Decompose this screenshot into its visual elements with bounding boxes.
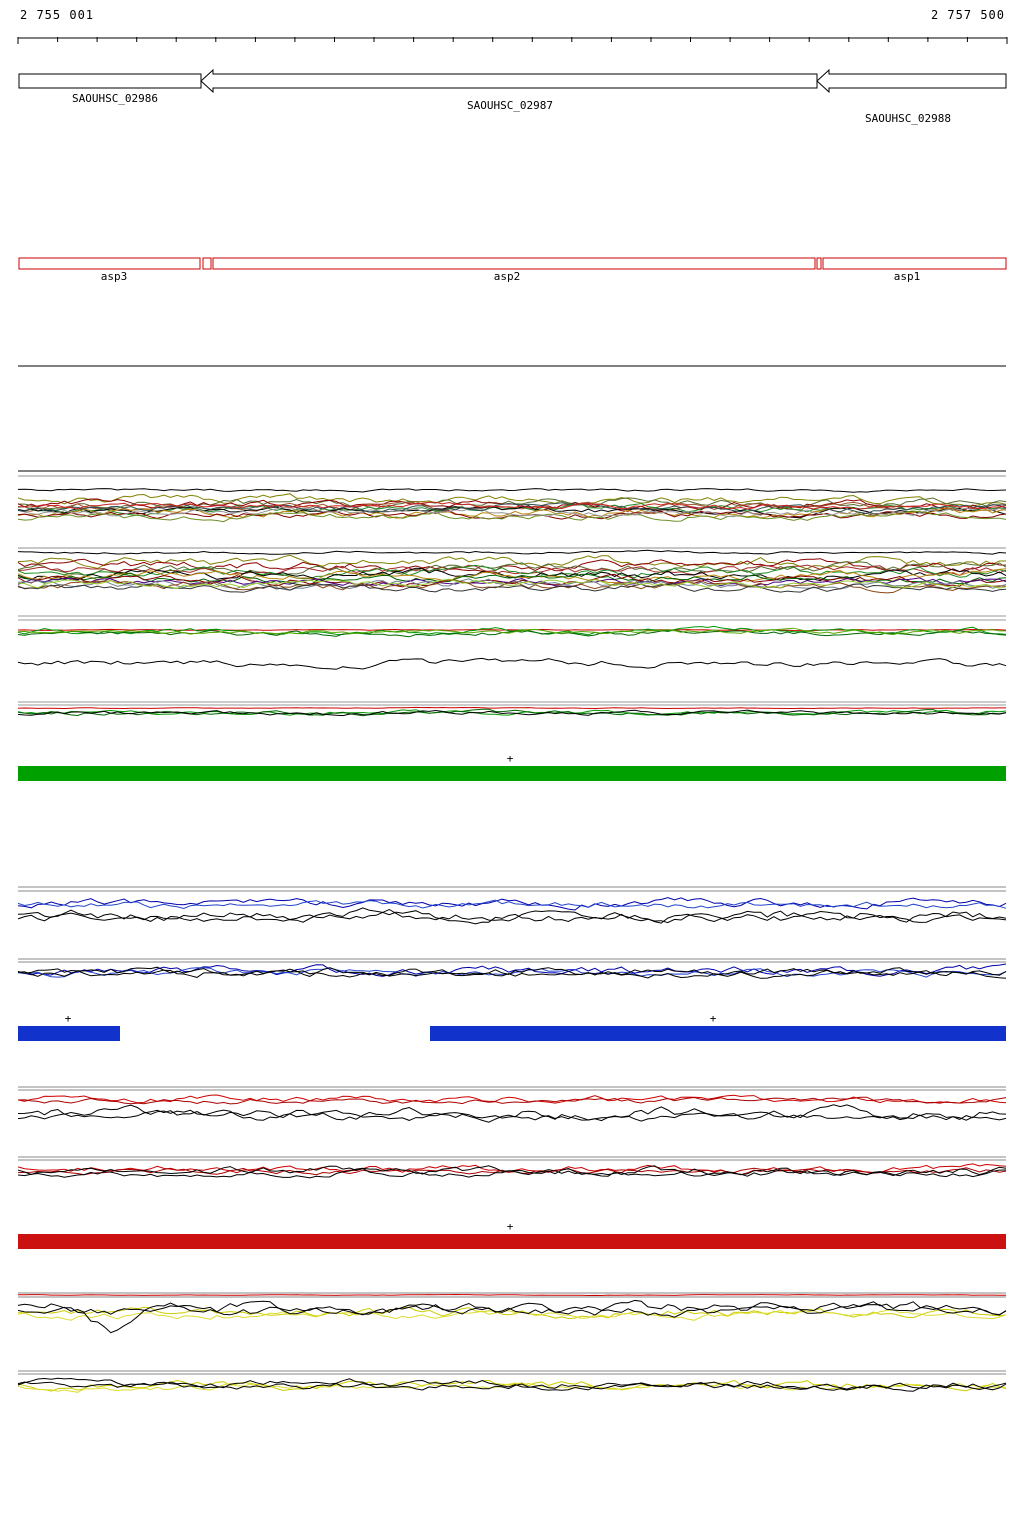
blue-signal-lower-line: [17, 966, 1007, 978]
blue-signal-lower-line: [17, 963, 1007, 977]
gene-label: SAOUHSC_02987: [467, 99, 553, 112]
gene-arrow: [816, 68, 1007, 94]
red-bar: [18, 1234, 1006, 1249]
yellow-signal-upper-line: [17, 1299, 1007, 1334]
yellow-signal-upper-line: [17, 1303, 1007, 1318]
plus-sign: +: [507, 752, 514, 765]
green-signal-upper-line: [17, 625, 1007, 636]
green-signal-lower-line: [17, 709, 1007, 717]
red-signal-upper-line: [17, 1109, 1007, 1122]
yellow-signal-lower-line: [17, 1377, 1007, 1391]
plus-sign: +: [507, 1220, 514, 1233]
expression-dense-upper-line: [17, 501, 1007, 510]
green-signal-lower-line: [17, 706, 1006, 710]
red-signal-lower-line: [17, 1167, 1007, 1179]
plus-sign: +: [65, 1012, 72, 1025]
operon-label: asp2: [494, 270, 521, 283]
expression-dense-upper-line: [17, 507, 1007, 519]
expression-dense-lower-line: [17, 554, 1006, 570]
red-signal-upper-line: [17, 1104, 1007, 1123]
yellow-signal-upper-line: [17, 1306, 1007, 1320]
expression-dense-lower-line: [17, 564, 1007, 580]
gene-arrow: [18, 73, 202, 89]
expression-dense-upper-line: [18, 497, 1007, 512]
operon-box: [822, 257, 1007, 270]
green-signal-upper-line: [17, 629, 1007, 638]
red-signal-lower-line: [17, 1167, 1007, 1176]
gene-label: SAOUHSC_02986: [72, 92, 158, 105]
gene-label: SAOUHSC_02988: [865, 112, 951, 125]
expression-dense-upper-line: [17, 493, 1007, 507]
yellow-signal-lower-line: [17, 1379, 1007, 1392]
blue-signal-upper-line: [17, 899, 1007, 910]
ruler-start-label: 2 755 001: [20, 8, 95, 22]
expression-dense-upper-line: [17, 488, 1007, 493]
gene-arrow: [200, 68, 818, 94]
expression-dense-lower-line: [17, 573, 1007, 588]
yellow-signal-upper-line: [18, 1293, 1006, 1297]
expression-dense-lower-line: [17, 579, 1007, 594]
blue-signal-upper-line: [17, 910, 1007, 925]
operon-box: [816, 257, 822, 270]
blue-signal-lower-line: [17, 967, 1007, 978]
black-signal-line: [17, 657, 1007, 670]
green-signal-upper-line: [17, 627, 1006, 636]
expression-dense-upper-line: [17, 506, 1007, 518]
operon-box: [212, 257, 816, 270]
blue-signal-upper-line: [17, 907, 1007, 924]
yellow-signal-upper-line: [17, 1309, 1007, 1321]
blue-bar: [430, 1026, 1006, 1041]
ruler-end-label: 2 757 500: [930, 8, 1005, 22]
operon-label: asp1: [894, 270, 921, 283]
red-signal-upper-line: [17, 1094, 1007, 1104]
operon-box: [202, 257, 212, 270]
expression-dense-lower-line: [17, 582, 1007, 593]
plus-sign: +: [710, 1012, 717, 1025]
expression-dense-lower-line: [17, 564, 1007, 576]
expression-dense-lower-line: [17, 549, 1007, 555]
expression-dense-lower-line: [17, 561, 1007, 577]
yellow-signal-lower-line: [17, 1381, 1007, 1392]
green-bar: [18, 766, 1006, 781]
operon-label: asp3: [101, 270, 128, 283]
operon-box: [18, 257, 201, 270]
expression-dense-lower-line: [17, 568, 1007, 584]
green-signal-lower-line: [17, 708, 1007, 717]
blue-signal-upper-line: [17, 897, 1007, 911]
expression-dense-upper-line: [17, 510, 1007, 523]
expression-dense-lower-line: [17, 578, 1007, 590]
blue-signal-lower-line: [17, 968, 1007, 979]
blue-bar: [18, 1026, 120, 1041]
red-signal-upper-line: [17, 1096, 1007, 1105]
